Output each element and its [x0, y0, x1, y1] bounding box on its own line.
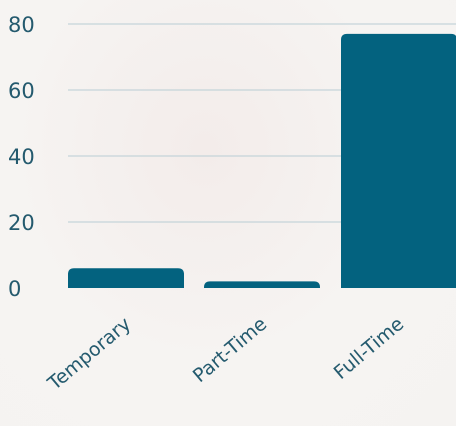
- y-tick-label: 80: [8, 13, 35, 37]
- x-tick-label-part-time: Part-Time: [189, 313, 271, 387]
- x-axis-labels: Temporary Part-Time Full-Time: [43, 313, 408, 395]
- y-tick-label: 20: [8, 211, 35, 235]
- y-tick-label: 60: [8, 79, 35, 103]
- x-tick-label-full-time: Full-Time: [330, 313, 409, 384]
- bars: [68, 33, 456, 288]
- bar-full-time: [341, 33, 456, 288]
- x-tick-label-temporary: Temporary: [43, 313, 135, 395]
- y-tick-label: 0: [8, 277, 21, 301]
- y-tick-label: 40: [8, 145, 35, 169]
- bar-temporary: [68, 268, 184, 288]
- y-axis-ticks: 0 20 40 60 80: [8, 13, 35, 301]
- bar-part-time: [204, 281, 320, 288]
